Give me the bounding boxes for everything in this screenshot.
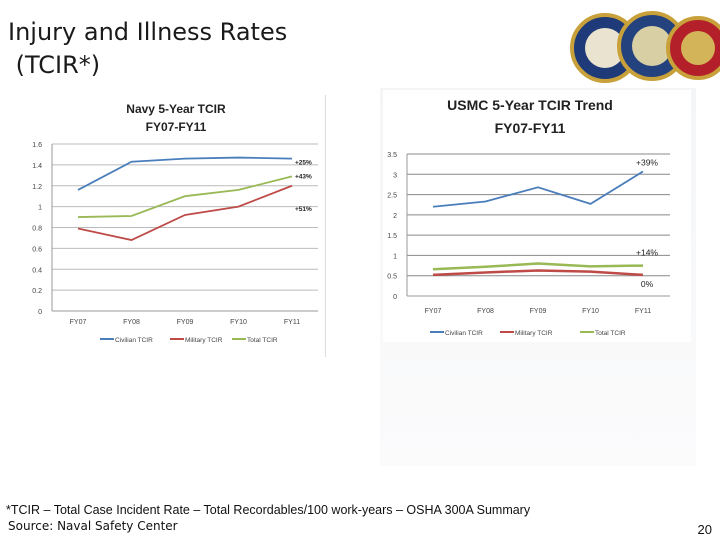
usmc-legend-label: Military TCIR xyxy=(515,330,553,337)
navy-annotation: +51% xyxy=(295,206,312,213)
usmc-xtick-label: FY08 xyxy=(477,308,494,315)
usmc-ytick-label: 0 xyxy=(393,294,397,301)
usmc-series-line-0 xyxy=(432,170,644,208)
source-note: Source: Naval Safety Center xyxy=(8,519,178,533)
navy-ytick-label: 0.2 xyxy=(32,288,42,295)
navy-ytick-label: 1.4 xyxy=(32,163,42,170)
navy-annotation: +25% xyxy=(295,160,312,167)
usmc-xtick-label: FY09 xyxy=(530,308,547,315)
usmc-series-line-1 xyxy=(432,269,644,277)
usmc-xtick-label: FY10 xyxy=(582,308,599,315)
navy-ytick-label: 1.2 xyxy=(32,184,42,191)
page-number: 20 xyxy=(697,522,712,537)
navy-ytick-label: 0 xyxy=(38,309,42,316)
usmc-xtick-label: FY11 xyxy=(635,308,651,315)
usmc-xtick-label: FY07 xyxy=(425,308,442,315)
usmc-ytick-label: 0.5 xyxy=(387,274,397,281)
navy-legend-label: Total TCIR xyxy=(247,337,278,344)
usmc-annotation: +39% xyxy=(636,157,658,167)
usmc-ytick-label: 1 xyxy=(393,253,397,260)
navy-chart-area xyxy=(30,95,326,357)
usmc-ytick-label: 3.5 xyxy=(387,152,397,159)
usmc-ytick-label: 2 xyxy=(393,213,397,220)
usmc-seal-center xyxy=(681,31,715,65)
usmc-chart-title: USMC 5-Year TCIR Trend xyxy=(447,97,613,113)
usmc-legend-label: Civilian TCIR xyxy=(445,330,483,337)
navy-series-line-2 xyxy=(77,175,293,218)
navy-xtick-label: FY10 xyxy=(230,319,247,326)
navy-chart-title: Navy 5-Year TCIR xyxy=(126,102,226,116)
usmc-annotation: 0% xyxy=(641,279,654,289)
navy-seal-center xyxy=(585,28,625,68)
usmc-ytick-label: 2.5 xyxy=(387,193,397,200)
usmc-series-line-2 xyxy=(432,262,644,271)
navy-ytick-label: 1 xyxy=(38,205,42,212)
usmc-ytick-label: 1.5 xyxy=(387,233,397,240)
navy-legend-label: Civilian TCIR xyxy=(115,337,153,344)
navy-ytick-label: 0.8 xyxy=(32,226,42,233)
navy-xtick-label: FY08 xyxy=(123,319,140,326)
navy-series-line-1 xyxy=(77,184,293,241)
navy-legend-label: Military TCIR xyxy=(185,337,223,344)
navy-ytick-label: 0.4 xyxy=(32,267,42,274)
usmc-ytick-label: 3 xyxy=(393,172,397,179)
navy-xtick-label: FY09 xyxy=(177,319,194,326)
usmc-chart-area xyxy=(383,90,691,342)
navy-annotation: +43% xyxy=(295,173,312,180)
navy-xtick-label: FY07 xyxy=(70,319,87,326)
usmc-chart-subtitle: FY07-FY11 xyxy=(495,120,566,136)
navy-xtick-label: FY11 xyxy=(284,319,300,326)
title-line-2: (TCIR*) xyxy=(8,51,101,79)
title-line-1: Injury and Illness Rates xyxy=(8,18,288,46)
navy-ytick-label: 0.6 xyxy=(32,246,42,253)
footnote: *TCIR – Total Case Incident Rate – Total… xyxy=(6,503,531,517)
navy-chart-subtitle: FY07-FY11 xyxy=(146,120,207,134)
usmc-annotation: +14% xyxy=(636,248,658,258)
slide-title: Injury and Illness Rates (TCIR*) xyxy=(8,16,287,82)
don-seal-center xyxy=(632,26,672,66)
navy-ytick-label: 1.6 xyxy=(32,142,42,149)
usmc-legend-label: Total TCIR xyxy=(595,330,626,337)
service-seals-logo xyxy=(570,11,720,83)
